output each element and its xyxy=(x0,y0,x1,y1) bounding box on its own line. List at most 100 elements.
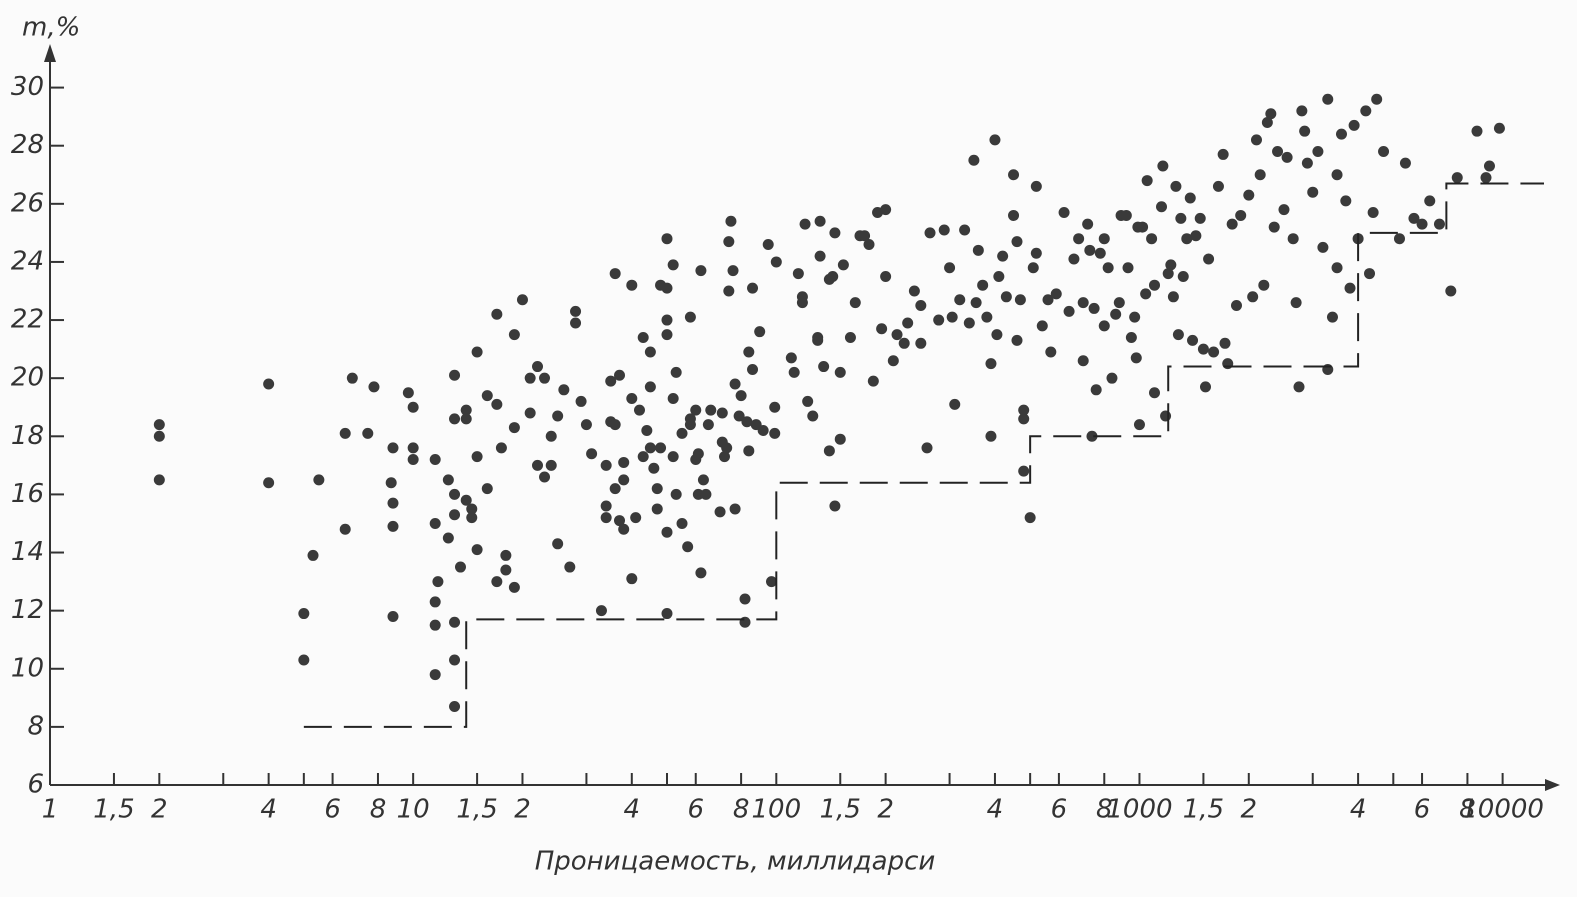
scatter-point xyxy=(600,512,612,524)
scatter-point xyxy=(313,474,325,486)
scatter-point xyxy=(702,419,714,431)
x-tick-label: 4 xyxy=(624,795,641,825)
scatter-point xyxy=(1272,146,1284,158)
scatter-point xyxy=(442,474,454,486)
scatter-point xyxy=(495,442,507,454)
scatter-point xyxy=(339,427,351,439)
x-tick-label: 1000 xyxy=(1106,795,1172,825)
scatter-point xyxy=(1261,116,1273,128)
scatter-point xyxy=(532,361,544,373)
scatter-point xyxy=(1011,236,1023,248)
scatter-point xyxy=(705,404,717,416)
scatter-point xyxy=(153,474,165,486)
scatter-point xyxy=(716,407,728,419)
x-tick-label: 6 xyxy=(687,795,704,825)
scatter-point xyxy=(626,573,638,585)
x-tick-label: 1,5 xyxy=(456,795,497,825)
scatter-point xyxy=(1371,93,1383,105)
scatter-point xyxy=(263,477,275,489)
scatter-point xyxy=(770,256,782,268)
scatter-point xyxy=(769,401,781,413)
x-tick-label: 6 xyxy=(1051,795,1068,825)
scatter-point xyxy=(921,442,933,454)
y-tick-label: 6 xyxy=(27,770,44,800)
scatter-point xyxy=(1000,291,1012,303)
scatter-point xyxy=(644,442,656,454)
scatter-point xyxy=(714,506,726,518)
scatter-point xyxy=(1203,253,1215,265)
scatter-point xyxy=(609,419,621,431)
scatter-point xyxy=(1451,172,1463,184)
scatter-point xyxy=(1268,221,1280,233)
scatter-point xyxy=(1068,253,1080,265)
x-tick-label: 2 xyxy=(1241,795,1258,825)
scatter-point xyxy=(898,337,910,349)
scatter-point xyxy=(1340,195,1352,207)
scatter-point xyxy=(1162,268,1174,280)
scatter-point xyxy=(908,285,920,297)
scatter-point xyxy=(1424,195,1436,207)
y-tick-label: 10 xyxy=(11,653,44,683)
scatter-point xyxy=(1367,207,1379,219)
scatter-point xyxy=(1301,157,1313,169)
scatter-point xyxy=(449,654,461,666)
scatter-point xyxy=(407,454,419,466)
scatter-point xyxy=(1212,180,1224,192)
scatter-point xyxy=(449,616,461,628)
x-axis-label: Проницаемость, миллидарси xyxy=(535,847,936,877)
scatter-point xyxy=(729,378,741,390)
scatter-point xyxy=(814,215,826,227)
scatter-point xyxy=(339,523,351,535)
scatter-point xyxy=(402,387,414,399)
scatter-point xyxy=(1018,465,1030,477)
scatter-point xyxy=(1194,212,1206,224)
scatter-point xyxy=(516,294,528,306)
scatter-point xyxy=(723,236,735,248)
scatter-point xyxy=(1170,180,1182,192)
scatter-point xyxy=(938,224,950,236)
scatter-point xyxy=(690,404,702,416)
scatter-point xyxy=(1008,209,1020,221)
scatter-point xyxy=(558,384,570,396)
scatter-point xyxy=(849,297,861,309)
scatter-point xyxy=(985,430,997,442)
scatter-point xyxy=(757,424,769,436)
scatter-point xyxy=(1077,297,1089,309)
scatter-point xyxy=(644,346,656,358)
scatter-point xyxy=(524,372,536,384)
scatter-point xyxy=(1157,160,1169,172)
scatter-point xyxy=(407,401,419,413)
scatter-point xyxy=(595,605,607,617)
x-tick-label: 8 xyxy=(1096,795,1113,825)
scatter-point xyxy=(769,427,781,439)
scatter-point xyxy=(754,326,766,338)
scatter-point xyxy=(1090,384,1102,396)
scatter-point xyxy=(460,494,472,506)
scatter-point xyxy=(1014,294,1026,306)
scatter-point xyxy=(1445,285,1457,297)
scatter-point xyxy=(429,454,441,466)
x-tick-label: 10 xyxy=(397,795,430,825)
scatter-point xyxy=(471,451,483,463)
scatter-point xyxy=(532,459,544,471)
scatter-point xyxy=(661,526,673,538)
scatter-point xyxy=(733,410,745,422)
scatter-point xyxy=(508,329,520,341)
scatter-point xyxy=(880,204,892,216)
scatter-point xyxy=(153,430,165,442)
scatter-point xyxy=(449,369,461,381)
scatter-point xyxy=(1063,305,1075,317)
scatter-point xyxy=(844,331,856,343)
scatter-point xyxy=(743,445,755,457)
scatter-point xyxy=(1287,233,1299,245)
scatter-point xyxy=(1254,169,1266,181)
y-tick-label: 14 xyxy=(11,537,44,567)
scatter-point xyxy=(1230,300,1242,312)
scatter-point xyxy=(1208,346,1220,358)
scatter-point xyxy=(743,346,755,358)
scatter-point xyxy=(508,422,520,434)
scatter-point xyxy=(1433,218,1445,230)
scatter-point xyxy=(1331,262,1343,274)
scatter-point xyxy=(1122,262,1134,274)
scatter-point xyxy=(471,544,483,556)
